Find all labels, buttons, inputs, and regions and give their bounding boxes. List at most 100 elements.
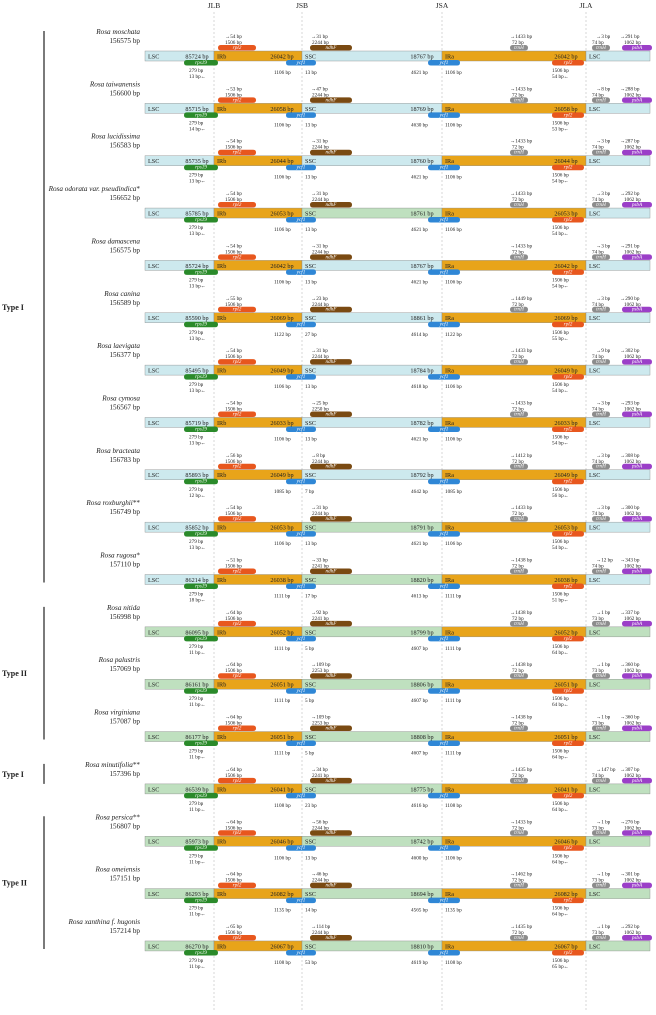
trnh-gene-ira-label: trnH bbox=[514, 359, 524, 365]
ycf1-ira-length-label: 1106 bp bbox=[445, 70, 462, 76]
psba-gene bbox=[622, 516, 652, 522]
rpl2-bottom-offset-label: 54 bp← bbox=[552, 74, 569, 80]
psba-gene-group: psbA bbox=[622, 411, 652, 417]
rps19-gene-label: rps19 bbox=[195, 322, 207, 328]
ycf1-gene-ssc bbox=[428, 635, 460, 642]
ndhf-gene-group: ndhF bbox=[310, 359, 352, 365]
ycf1-gene-ssc-group: ycf1 bbox=[428, 530, 460, 537]
rps19-length-label: 279 bp bbox=[189, 173, 204, 179]
ssc-length: 18760 bp bbox=[410, 158, 433, 165]
rpl2-bottom-offset-label: 64 bp← bbox=[552, 650, 569, 656]
trnh-gene-ira-group: trnH bbox=[510, 254, 528, 260]
rpl2-gene-bottom bbox=[552, 478, 584, 485]
trnh-length-label: 72 bp bbox=[512, 878, 524, 884]
rpl2-bottom-offset-label: 54 bp← bbox=[552, 388, 569, 394]
trnh-gene-ira-group: trnH bbox=[510, 45, 528, 51]
genome-size: 157069 bp bbox=[109, 665, 140, 673]
rps19-offset-label: 12 bp← bbox=[189, 493, 206, 499]
ira-length: 26051 bp bbox=[554, 682, 577, 689]
psba-gene-label: psbA bbox=[631, 883, 643, 889]
ycf1-gene-ssc bbox=[428, 845, 460, 851]
ira-label: IRa bbox=[445, 891, 454, 898]
ycf1-gene-ssc-group: ycf1 bbox=[428, 425, 460, 432]
trnh-gene-ira-label: trnH bbox=[514, 150, 524, 156]
rpl2-offset-label: →54 bp bbox=[225, 34, 242, 40]
trnh-gene-ira bbox=[510, 777, 528, 784]
rps19-gene-group: rps19 bbox=[184, 60, 218, 66]
ndhf-gene bbox=[310, 202, 352, 208]
rps19-offset-label: 11 bp← bbox=[189, 702, 206, 708]
rps19-gene bbox=[184, 583, 218, 589]
ycf1-gene-irb-label: ycf1 bbox=[296, 216, 306, 223]
junction-label-jsb: JSB bbox=[296, 1, 308, 10]
rpl2-offset-label: →54 bp bbox=[225, 243, 242, 249]
trnh-offset-label: →1433 bp bbox=[510, 191, 532, 197]
trnh-gene-ira-label: trnH bbox=[514, 883, 524, 889]
irb-length: 26049 bp bbox=[270, 472, 293, 479]
ndhf-gene bbox=[310, 830, 352, 836]
ycf1-ira-length-label: 1106 bp bbox=[445, 384, 462, 390]
genome-size: 156749 bp bbox=[109, 508, 140, 516]
trnh-length-label: 72 bp bbox=[512, 930, 524, 936]
psba-length-label: 1062 bp bbox=[624, 511, 641, 517]
irb-label: IRb bbox=[217, 106, 226, 113]
rpl2-gene-bottom-label: rpl2 bbox=[564, 374, 573, 380]
trnh-lsc-length-label: 74 bp bbox=[592, 511, 604, 517]
ycf1-gene-ssc-group: ycf1 bbox=[428, 687, 460, 694]
trnh-gene-lsc-label: trnH bbox=[596, 725, 606, 731]
ndhf-gene-label: ndhF bbox=[326, 516, 338, 522]
ndhf-offset-label: →31 bp bbox=[311, 243, 328, 249]
ssc-label: SSC bbox=[305, 263, 316, 270]
ycf1-gene-ssc-group: ycf1 bbox=[428, 268, 460, 275]
rpl2-bottom-offset-label: 53 bp← bbox=[552, 126, 569, 132]
rpl2-offset-label: →54 bp bbox=[225, 139, 242, 145]
rpl2-gene-top-group: rpl2 bbox=[218, 45, 256, 51]
ycf1-gene-irb bbox=[286, 531, 316, 537]
psba-gene-group: psbA bbox=[622, 97, 652, 103]
group-label: Type I bbox=[2, 303, 24, 312]
trnh-lsc-length-label: 73 bp bbox=[592, 721, 604, 727]
trnh-gene-lsc-label: trnH bbox=[596, 464, 606, 470]
ycf1-irb-length-label: 1111 bp bbox=[274, 594, 291, 600]
ira-length: 26053 bp bbox=[554, 210, 577, 217]
ndhf-offset-label: →114 bp bbox=[311, 924, 331, 930]
trnh-gene-ira-group: trnH bbox=[510, 830, 528, 836]
ycf1-gene-ssc-group: ycf1 bbox=[428, 739, 460, 746]
trnh-gene-lsc-group: trnH bbox=[592, 411, 610, 417]
rpl2-offset-label: →55 bp bbox=[225, 296, 242, 302]
rpl2-length-label: 1506 bp bbox=[225, 511, 242, 517]
rps19-gene bbox=[184, 949, 218, 956]
trnh-lsc-length-label: 74 bp bbox=[592, 406, 604, 412]
trnh-gene-lsc bbox=[592, 359, 610, 365]
ndhf-gene-label: ndhF bbox=[326, 935, 338, 941]
ndhf-gene-group: ndhF bbox=[310, 150, 352, 156]
rps19-gene-group: rps19 bbox=[184, 793, 218, 799]
species-name: Rosa taiwanensis bbox=[89, 80, 140, 88]
ycf1-ssc-offset-label: 13 bp bbox=[305, 70, 317, 76]
rpl2-gene-bottom-label: rpl2 bbox=[564, 426, 573, 432]
psba-gene-group: psbA bbox=[622, 673, 652, 679]
ndhf-offset-label: →34 bp bbox=[311, 767, 328, 773]
ndhf-gene-group: ndhF bbox=[310, 254, 352, 260]
ndhf-gene-group: ndhF bbox=[310, 883, 352, 889]
rps19-gene-group: rps19 bbox=[184, 845, 218, 851]
lsc-segment-right bbox=[585, 207, 651, 219]
trnh-lsc-length-label: 73 bp bbox=[592, 616, 604, 622]
rpl2-gene-bottom bbox=[552, 112, 584, 118]
trnh-length-label: 72 bp bbox=[512, 40, 524, 46]
trnh-gene-lsc-label: trnH bbox=[596, 883, 606, 889]
jla-offset-label: →1 bp bbox=[596, 924, 611, 930]
rpl2-bottom-length-label: 1506 bp bbox=[552, 644, 569, 650]
trnh-gene-lsc bbox=[592, 673, 610, 679]
psba-length-label: 1062 bp bbox=[624, 616, 641, 622]
rpl2-gene-top-label: rpl2 bbox=[233, 568, 242, 574]
species-name: Rosa nitida bbox=[106, 604, 140, 612]
rps19-offset-label: 13 bp← bbox=[189, 388, 206, 394]
rpl2-bottom-length-label: 1506 bp bbox=[552, 434, 569, 440]
jla-offset-label: →3 bp bbox=[596, 296, 611, 302]
rps19-gene-group: rps19 bbox=[184, 322, 218, 328]
lsc-length: 86214 bp bbox=[185, 577, 208, 584]
